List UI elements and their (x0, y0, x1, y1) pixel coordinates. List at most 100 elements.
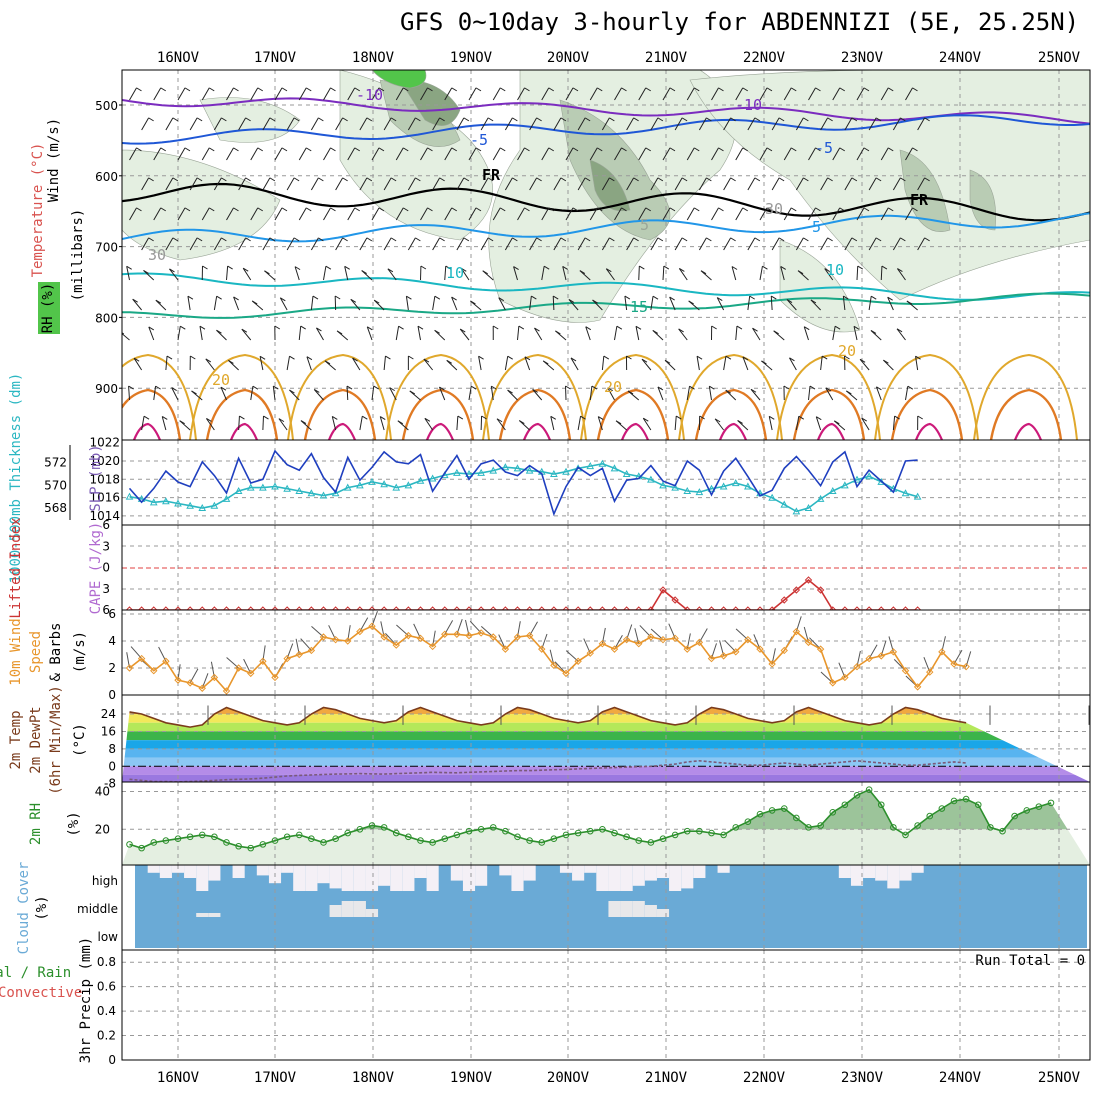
wind-barb (141, 117, 150, 131)
temp2m-tick-label: 24 (101, 707, 116, 721)
temp2m-tick-label: 8 (108, 742, 116, 756)
ylabel-rh2m: 2m RH (28, 803, 44, 845)
wind-barb (286, 177, 295, 191)
wind-barb-flag (499, 207, 506, 212)
ylabel-wind10-c: & Barbs (48, 622, 64, 681)
wind-barb (504, 117, 513, 131)
wind-barb-flag (906, 300, 913, 305)
wind-barb (238, 415, 240, 431)
wind-barb (570, 357, 579, 371)
ylabel-wind: Wind (m/s) (46, 118, 62, 202)
wind-barb-flag (180, 325, 186, 330)
wind-barb (383, 117, 392, 131)
cape-point (392, 606, 400, 610)
wind-barb (917, 237, 926, 251)
wind-barb (366, 326, 373, 341)
wind-barb-flag (853, 325, 860, 330)
wind-barb (153, 147, 162, 161)
wind-barb (279, 297, 288, 311)
cape-point (234, 606, 243, 610)
wind-barb (331, 416, 337, 431)
wind-barb-flag (208, 147, 215, 152)
wind-barb-flag (390, 237, 397, 242)
wind-barb-flag (427, 207, 433, 212)
wind-barb-flag (451, 87, 458, 92)
isotherm-30-loop (327, 422, 357, 440)
wind-barb-flag (434, 295, 441, 300)
high-cloud-gap (572, 865, 585, 881)
wind-barb (359, 117, 368, 131)
high-cloud-gap (523, 865, 536, 881)
ylabel-wind10-b: Speed (28, 631, 44, 673)
wind-barb (880, 207, 889, 221)
wind-barb-flag (126, 265, 132, 270)
rh2m-point (683, 827, 691, 835)
wind-barb (803, 326, 809, 341)
wind-barb-flag (478, 355, 484, 360)
wind10-point (926, 668, 934, 676)
wind10-point (841, 673, 849, 682)
wind-barb (638, 147, 647, 161)
high-cloud-gap (620, 865, 633, 891)
wind-barb (752, 327, 761, 341)
thickness-point (731, 479, 740, 487)
wind-barb (856, 87, 865, 101)
wind10-point (586, 649, 594, 657)
wind-barb-flag (570, 357, 577, 362)
wind-barb-flag (803, 237, 809, 242)
high-cloud-gap (159, 865, 172, 878)
rh-shading-2 (689, 70, 1090, 301)
wind10-point (198, 684, 206, 692)
wind10-point (501, 645, 510, 653)
wind-barb (597, 416, 603, 431)
wind-barb-flag (645, 147, 652, 152)
wind-barb (686, 386, 691, 401)
cape-point (829, 606, 837, 610)
temp-band (122, 774, 1090, 782)
wind-barb (626, 117, 635, 131)
rh-shading-11 (589, 159, 631, 212)
wind-barb-flag (367, 326, 373, 331)
wind-barb (723, 177, 732, 191)
wind-barb (589, 386, 593, 401)
temp2m-tick-label: -8 (104, 777, 116, 791)
high-cloud-gap (426, 865, 439, 891)
wind-barb (735, 326, 738, 341)
wind-barb (128, 385, 130, 401)
high-cloud-gap (669, 865, 682, 891)
rh2m-point (902, 831, 909, 839)
wind-barb-flag (876, 386, 882, 391)
wind-barb-flag (603, 355, 610, 360)
rh2m-point (1023, 807, 1031, 814)
thickness-point (586, 462, 595, 470)
rh-legend-swatch (38, 282, 60, 334)
li-tick-label: 3 (102, 582, 110, 596)
wind-barb-flag (487, 237, 494, 242)
rh2m-point (853, 792, 861, 799)
wind-barb (759, 266, 763, 281)
wind-barb-flag (318, 177, 324, 182)
wind-barb-flag (596, 87, 603, 92)
wind-barb (480, 117, 489, 131)
wind-barb-flag (281, 87, 288, 92)
wind-barb-flag (834, 325, 841, 330)
cape-point (162, 606, 170, 610)
wind-barb (844, 177, 853, 191)
wind-barb (735, 207, 744, 221)
wind-barb-flag (572, 207, 579, 212)
wind-barb-flag (730, 237, 736, 242)
rh2m-point (647, 839, 655, 846)
wind-barb (379, 416, 385, 431)
thickness-point (343, 483, 352, 491)
wind10-point (550, 661, 558, 670)
wind-barb (565, 87, 574, 101)
date-label-top: 16NOV (157, 50, 200, 66)
cape-point (441, 606, 449, 610)
wind-barb (335, 117, 344, 131)
wind-barb-flag (652, 295, 659, 300)
wind-barb (226, 266, 229, 281)
wind10-point (259, 657, 267, 665)
wind-barb-flag (645, 207, 652, 212)
wind-barb (373, 299, 385, 311)
mid-cloud-gap (341, 901, 354, 917)
